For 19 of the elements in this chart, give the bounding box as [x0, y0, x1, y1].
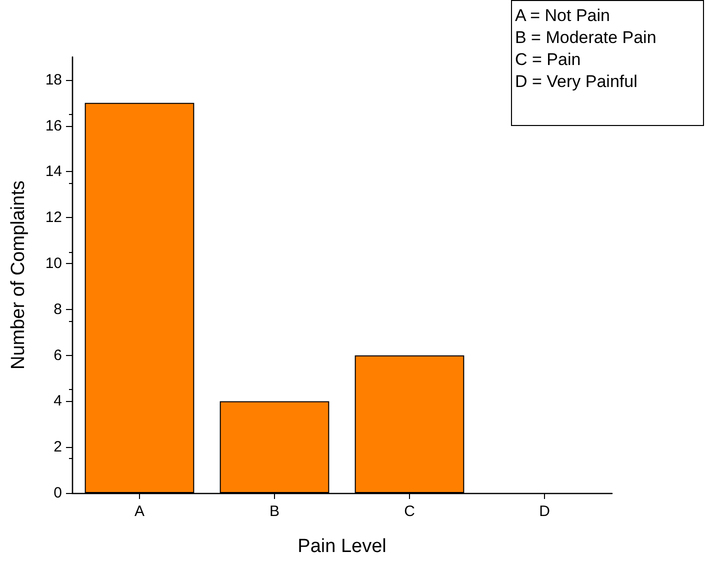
x-axis-title: Pain Level — [298, 536, 386, 557]
y-tick-label: 8 — [54, 300, 62, 318]
annotation: C = Pain — [515, 49, 582, 71]
y-tick-label: 16 — [45, 117, 62, 134]
y-tick-label: 10 — [45, 255, 62, 272]
y-tick-label: 0 — [54, 484, 62, 502]
y-tick-label: 14 — [45, 163, 62, 180]
y-tick-label: 6 — [54, 346, 62, 364]
y-tick-label: 12 — [45, 209, 62, 226]
x-tick-label: A — [134, 503, 145, 520]
annotation: D = Very Painful — [515, 71, 638, 93]
y-tick-label: 4 — [54, 392, 62, 410]
x-tick-label: C — [404, 503, 416, 520]
note-box: A = Not Pain B = Moderate Pain C = Pain D = Very Painful — [511, 0, 704, 126]
y-axis-title: Number of Complaints — [8, 180, 29, 370]
y-tick-label: 2 — [54, 438, 62, 456]
y-tick-label: 18 — [45, 71, 62, 88]
x-tick-label: D — [539, 503, 550, 520]
x-tick-label: B — [269, 503, 280, 520]
